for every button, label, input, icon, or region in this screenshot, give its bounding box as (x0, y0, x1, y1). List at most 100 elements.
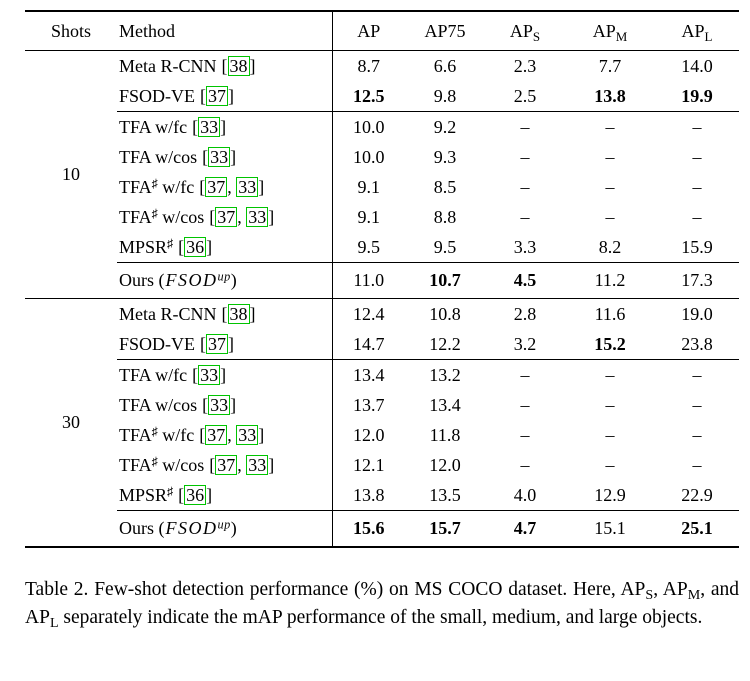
citation-link[interactable]: 33 (246, 455, 269, 475)
table-row: TFA w/fc[33] 13.4 13.2 – – – (25, 359, 739, 390)
method-cell: TFA♯ w/fc[37, 33] (119, 176, 265, 197)
method-cell: MPSR♯[36] (119, 236, 213, 257)
table-row: FSOD-VE[37] 12.5 9.8 2.5 13.8 19.9 (25, 81, 739, 112)
value-cell: 11.8 (429, 424, 461, 445)
value-cell: – (485, 359, 565, 390)
subscript-m: M (687, 587, 701, 604)
fsod-math-label: FSOD (165, 518, 218, 539)
value-cell: 11.2 (565, 262, 655, 299)
value-cell: 13.5 (429, 484, 461, 505)
citation-link[interactable]: 38 (227, 56, 250, 76)
value-cell: 13.8 (594, 85, 626, 106)
table-row: TFA w/cos[33] 10.0 9.3 – – – (25, 142, 739, 172)
value-cell: – (565, 111, 655, 142)
shots-value-30: 30 (25, 298, 117, 547)
citation-link[interactable]: 33 (198, 117, 221, 137)
value-cell: – (655, 111, 739, 142)
sharp-symbol: ♯ (151, 454, 158, 469)
value-cell: 9.1 (331, 202, 405, 232)
value-cell: – (692, 146, 702, 167)
sharp-symbol: ♯ (151, 176, 158, 191)
citation-link[interactable]: 33 (208, 395, 231, 415)
value-cell: 15.2 (594, 333, 626, 354)
value-cell: 4.7 (485, 510, 565, 547)
method-cell: TFA♯ w/cos[37, 33] (119, 206, 275, 227)
value-cell: 17.3 (655, 262, 739, 299)
citation-link[interactable]: 33 (208, 147, 231, 167)
value-cell: 9.2 (405, 111, 485, 142)
table-row: 10 Meta R-CNN[38] 8.7 6.6 2.3 7.7 14.0 (25, 50, 739, 183)
value-cell: – (520, 206, 530, 227)
citation-link[interactable]: 37 (205, 177, 228, 197)
value-cell: 4.0 (513, 484, 537, 505)
method-cell: Meta R-CNN[38] (119, 56, 256, 76)
value-cell: 8.2 (598, 236, 622, 257)
value-cell: 12.9 (594, 484, 626, 505)
value-cell: 13.4 (331, 359, 405, 390)
citation-link[interactable]: 33 (236, 425, 259, 445)
col-header-ap: AP (331, 11, 405, 51)
value-cell: – (520, 394, 530, 415)
sharp-symbol: ♯ (167, 236, 174, 251)
value-cell: 10.8 (405, 298, 485, 329)
sharp-symbol: ♯ (167, 484, 174, 499)
value-cell: 10.0 (331, 111, 405, 142)
fsod-math-label: FSOD (165, 270, 218, 291)
citation-link[interactable]: 37 (215, 455, 238, 475)
value-cell: 12.0 (429, 454, 461, 475)
header-row: Shots Method AP AP75 APS APM APL (25, 11, 739, 51)
value-cell: 23.8 (681, 333, 713, 354)
citation-link[interactable]: 33 (236, 177, 259, 197)
value-cell: 15.6 (331, 510, 405, 547)
value-cell: 13.2 (405, 359, 485, 390)
value-cell: – (655, 359, 739, 390)
value-cell: 11.6 (565, 298, 655, 329)
sharp-symbol: ♯ (151, 206, 158, 221)
value-cell: 14.7 (331, 329, 405, 360)
value-cell: 7.7 (598, 55, 622, 76)
value-cell: 4.5 (485, 262, 565, 299)
table-row: TFA♯ w/fc[37, 33] 9.1 8.5 – – – (25, 172, 739, 202)
subscript-l: L (49, 615, 59, 632)
table-row-ours: Ours (FSODup) 11.0 10.7 4.5 11.2 17.3 (25, 262, 739, 299)
value-cell: – (520, 146, 530, 167)
citation-link[interactable]: 37 (206, 334, 229, 354)
value-cell: – (605, 176, 615, 197)
table-row: TFA w/fc[33] 10.0 9.2 – – – (25, 111, 739, 142)
table-row-ours: Ours (FSODup) 15.6 15.7 4.7 15.1 25.1 (25, 510, 739, 547)
method-cell-ours: Ours (FSODup) (117, 262, 332, 299)
citation-link[interactable]: 36 (184, 485, 207, 505)
citation-link[interactable]: 38 (227, 304, 250, 324)
value-cell: 12.2 (429, 333, 461, 354)
value-cell: 12.0 (331, 420, 405, 450)
value-cell: – (692, 424, 702, 445)
value-cell: – (605, 394, 615, 415)
value-cell: 12.5 (331, 81, 405, 112)
citation-link[interactable]: 33 (198, 365, 221, 385)
value-cell: 25.1 (655, 510, 739, 547)
value-cell: 10.0 (331, 142, 405, 172)
method-cell: TFA♯ w/cos[37, 33] (119, 454, 275, 475)
value-cell: 8.7 (331, 50, 405, 81)
citation-link[interactable]: 33 (246, 207, 269, 227)
value-cell: – (605, 146, 615, 167)
citation-link[interactable]: 37 (215, 207, 238, 227)
value-cell: – (565, 359, 655, 390)
subscript-s: S (645, 587, 654, 604)
citation-link[interactable]: 36 (184, 237, 207, 257)
value-cell: 2.5 (513, 85, 537, 106)
value-cell: – (520, 454, 530, 475)
caption-text: Table 2. Few-shot detection performance … (25, 579, 646, 600)
value-cell: – (692, 176, 702, 197)
citation-link[interactable]: 37 (205, 425, 228, 445)
subscript-s: S (532, 28, 541, 44)
value-cell: 6.6 (433, 55, 457, 76)
value-cell: 3.2 (513, 333, 537, 354)
table-row: FSOD-VE[37] 14.7 12.2 3.2 15.2 23.8 (25, 329, 739, 360)
value-cell: 13.4 (429, 394, 461, 415)
value-cell: 15.1 (565, 510, 655, 547)
value-cell: 19.0 (655, 298, 739, 329)
citation-link[interactable]: 37 (206, 86, 229, 106)
value-cell: – (692, 454, 702, 475)
value-cell: 2.8 (485, 298, 565, 329)
